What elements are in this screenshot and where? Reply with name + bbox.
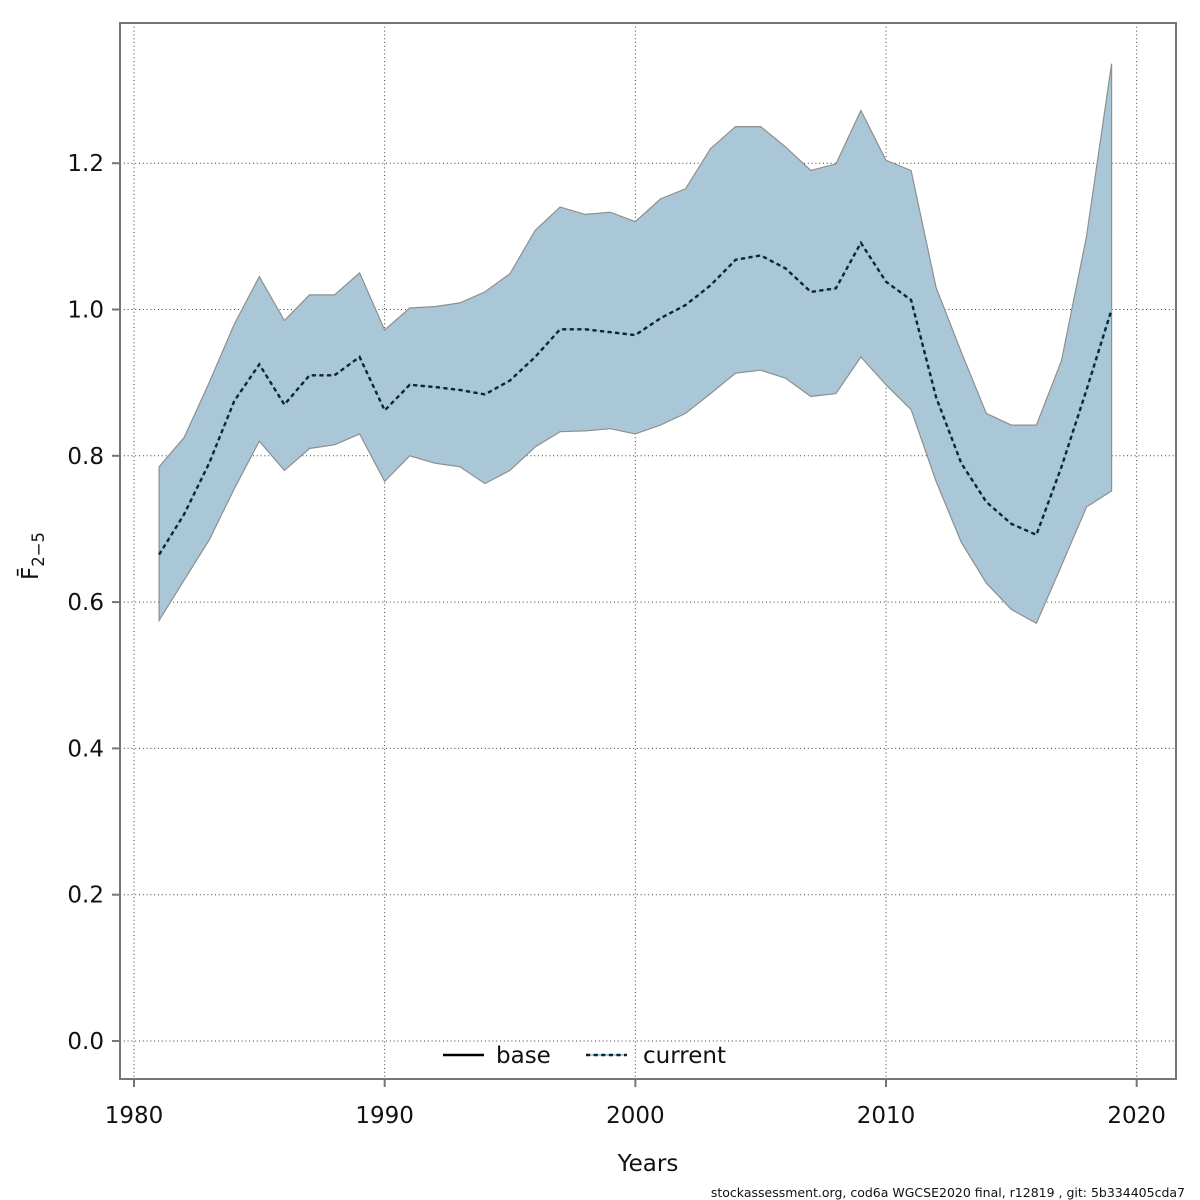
y-axis-label: F̄2−5 [16, 532, 48, 580]
x-tick-label: 1980 [105, 1103, 164, 1129]
legend: base current [443, 1043, 726, 1069]
footer-citation: stockassessment.org, cod6a WGCSE2020 fin… [711, 1185, 1185, 1200]
y-tick-label: 1.2 [67, 151, 104, 177]
x-tick-label: 2010 [857, 1103, 916, 1129]
y-tick-label: 0.2 [67, 883, 104, 909]
current-line-underlay [158, 241, 1113, 555]
x-axis-label: Years [617, 1151, 679, 1177]
axis-ticks [112, 162, 1138, 1087]
x-tick-label: 2000 [606, 1103, 665, 1129]
legend-current-label: current [643, 1043, 726, 1069]
tick-labels: 0.0 0.2 0.4 0.6 0.8 1.0 1.2 1980 1990 2000 2010 202… [67, 151, 1166, 1129]
legend-base-label: base [496, 1043, 551, 1069]
x-tick-label: 2020 [1107, 1103, 1166, 1129]
y-tick-label: 0.8 [67, 444, 104, 470]
plot-frame [119, 22, 1177, 1080]
y-tick-label: 1.0 [67, 298, 104, 324]
y-tick-label: 0.4 [67, 736, 104, 762]
current-line-layer [158, 240, 1113, 556]
y-tick-label: 0.6 [67, 590, 104, 616]
y-tick-label: 0.0 [67, 1029, 104, 1055]
confidence-band [158, 63, 1113, 625]
confidence-band-layer [158, 63, 1113, 625]
x-tick-label: 1990 [355, 1103, 414, 1129]
